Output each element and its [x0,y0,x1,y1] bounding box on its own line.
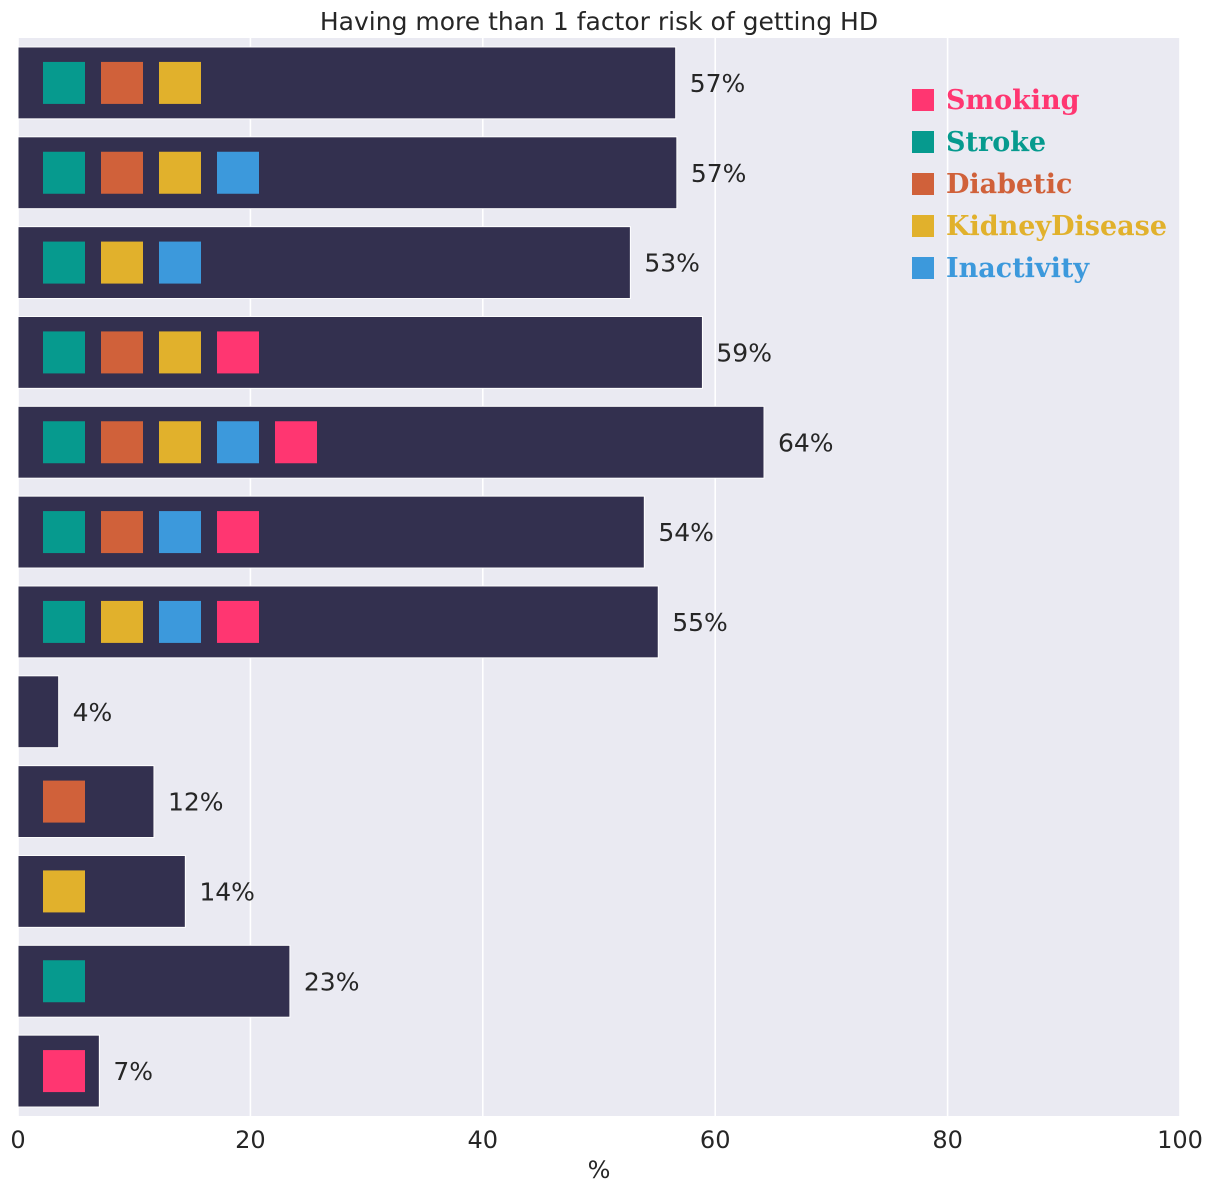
factor-marker [159,241,201,284]
factor-marker [43,421,85,464]
legend-label: Diabetic [946,169,1072,200]
bar-group: 55% [17,585,728,659]
bar-group: 4% [17,675,113,749]
legend-label: Inactivity [946,253,1090,284]
bar-value-label: 55% [672,608,728,637]
factor-marker [43,151,85,194]
x-tick-label: 80 [932,1126,963,1154]
factor-marker [43,870,85,913]
bar-value-label: 14% [199,877,255,906]
bar-value-label: 57% [690,69,746,98]
factor-marker [217,421,259,464]
plot-background [18,38,1180,1116]
bar-value-label: 12% [168,788,224,817]
bar-value-label: 53% [644,249,700,278]
factor-marker [101,61,143,104]
x-axis-label: % [588,1156,611,1184]
x-tick-label: 20 [235,1126,266,1154]
bar-value-label: 7% [113,1057,153,1086]
bar-group: 23% [17,944,360,1018]
factor-marker [101,151,143,194]
factor-marker [43,241,85,284]
legend-swatch [912,131,934,153]
factor-marker [217,151,259,194]
factor-marker [159,421,201,464]
factor-marker [159,61,201,104]
factor-marker [159,600,201,643]
grid-lines [17,38,1181,1116]
bar-group: 59% [17,315,772,389]
factor-marker [43,960,85,1003]
factor-marker [43,331,85,374]
bar-group: 7% [17,1034,153,1108]
chart-title: Having more than 1 factor risk of gettin… [320,7,878,36]
bar-group: 14% [17,854,255,928]
x-tick-label: 0 [10,1126,25,1154]
bar-value-label: 54% [658,518,714,547]
factor-marker [101,600,143,643]
factor-marker [159,511,201,554]
factor-marker [43,511,85,554]
legend-swatch [912,215,934,237]
bar-group: 53% [17,226,700,300]
bar-group: 57% [17,46,746,120]
bar-value-label: 23% [304,967,360,996]
bar-group: 54% [17,495,714,569]
legend-label: KidneyDisease [946,211,1167,242]
bar-value-label: 57% [691,159,747,188]
bar-group: 57% [17,136,747,210]
x-tick-label: 60 [700,1126,731,1154]
legend-swatch [912,173,934,195]
legend: Smoking Stroke Diabetic KidneyDisease Inacti… [912,85,1167,284]
legend-swatch [912,89,934,111]
bar [17,765,155,839]
bar-value-label: 64% [778,428,834,457]
bar-group: 12% [17,765,224,839]
factor-marker [43,61,85,104]
factor-marker [101,331,143,374]
bar-group: 64% [17,405,834,479]
x-tick-label: 40 [468,1126,499,1154]
legend-label: Smoking [946,85,1080,116]
factor-marker [217,331,259,374]
legend-swatch [912,257,934,279]
bar [17,675,60,749]
bars: 57% 57% 53% 59% 64% 54% 55% 4% 12% 14% 23% 7% [17,46,834,1108]
factor-marker [43,1050,85,1093]
factor-marker [43,780,85,823]
factor-marker [217,511,259,554]
factor-marker [101,421,143,464]
factor-marker [159,331,201,374]
factor-marker [159,151,201,194]
factor-marker [101,511,143,554]
factor-marker [101,241,143,284]
bar-value-label: 59% [716,338,772,367]
x-tick-label: 100 [1157,1126,1203,1154]
factor-marker [275,421,317,464]
x-axis-ticks: 0 20 40 60 80 100 [10,1126,1203,1154]
factor-marker [43,600,85,643]
factor-marker [217,600,259,643]
bar-value-label: 4% [73,698,113,727]
legend-label: Stroke [946,127,1046,158]
